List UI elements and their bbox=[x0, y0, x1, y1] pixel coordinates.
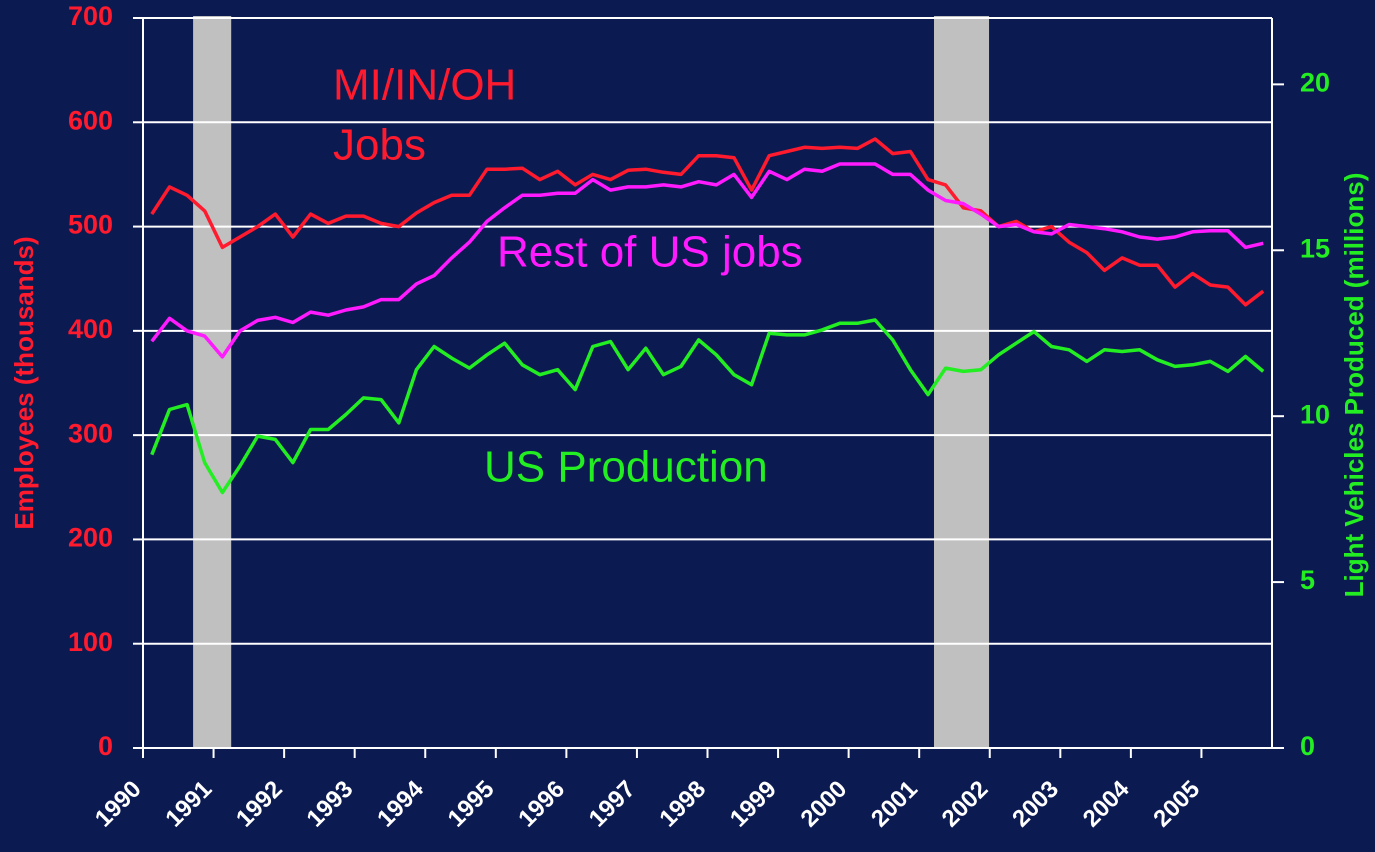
x-tick-label: 2000 bbox=[796, 776, 853, 833]
x-tick-label: 1992 bbox=[231, 776, 288, 833]
x-tick-label: 1994 bbox=[372, 775, 429, 832]
x-tick-label: 1990 bbox=[90, 776, 147, 833]
x-tick-label: 2003 bbox=[1007, 776, 1064, 833]
x-tick-label: 1996 bbox=[513, 776, 570, 833]
recession-band bbox=[934, 16, 990, 748]
y2-tick-label: 10 bbox=[1300, 399, 1330, 429]
x-tick-label: 1995 bbox=[443, 776, 500, 833]
annotation: US Production bbox=[484, 443, 768, 492]
y-axis-label: Employees (thousands) bbox=[9, 236, 39, 529]
y2-tick-label: 20 bbox=[1300, 67, 1330, 97]
series-line bbox=[150, 162, 1264, 359]
y2-tick-label: 5 bbox=[1300, 565, 1315, 595]
y-tick-label: 400 bbox=[68, 314, 113, 344]
annotation: Rest of US jobs bbox=[497, 228, 803, 277]
x-tick-label: 1997 bbox=[584, 776, 641, 833]
y2-axis-label: Light Vehicles Produced (millions) bbox=[1339, 173, 1369, 598]
x-tick-label: 2004 bbox=[1078, 775, 1135, 832]
x-tick-label: 2005 bbox=[1148, 776, 1205, 833]
y-tick-label: 600 bbox=[68, 105, 113, 135]
x-tick-label: 1991 bbox=[160, 776, 217, 833]
x-tick-label: 1998 bbox=[654, 776, 711, 833]
y-tick-label: 0 bbox=[98, 731, 113, 761]
x-tick-label: 1999 bbox=[725, 776, 782, 833]
y-tick-label: 500 bbox=[68, 210, 113, 240]
annotation: MI/IN/OH bbox=[333, 61, 516, 110]
y2-tick-label: 0 bbox=[1300, 731, 1315, 761]
series-line bbox=[150, 137, 1265, 307]
y-tick-label: 200 bbox=[68, 523, 113, 553]
y2-tick-label: 15 bbox=[1300, 233, 1330, 263]
series-line bbox=[150, 318, 1265, 495]
recession-band bbox=[193, 16, 232, 748]
annotation: Jobs bbox=[333, 121, 426, 170]
y-tick-label: 700 bbox=[68, 1, 113, 31]
y-tick-label: 100 bbox=[68, 627, 113, 657]
y-tick-label: 300 bbox=[68, 418, 113, 448]
x-tick-label: 2001 bbox=[866, 776, 923, 833]
x-tick-label: 1993 bbox=[302, 776, 359, 833]
x-tick-label: 2002 bbox=[937, 776, 994, 833]
